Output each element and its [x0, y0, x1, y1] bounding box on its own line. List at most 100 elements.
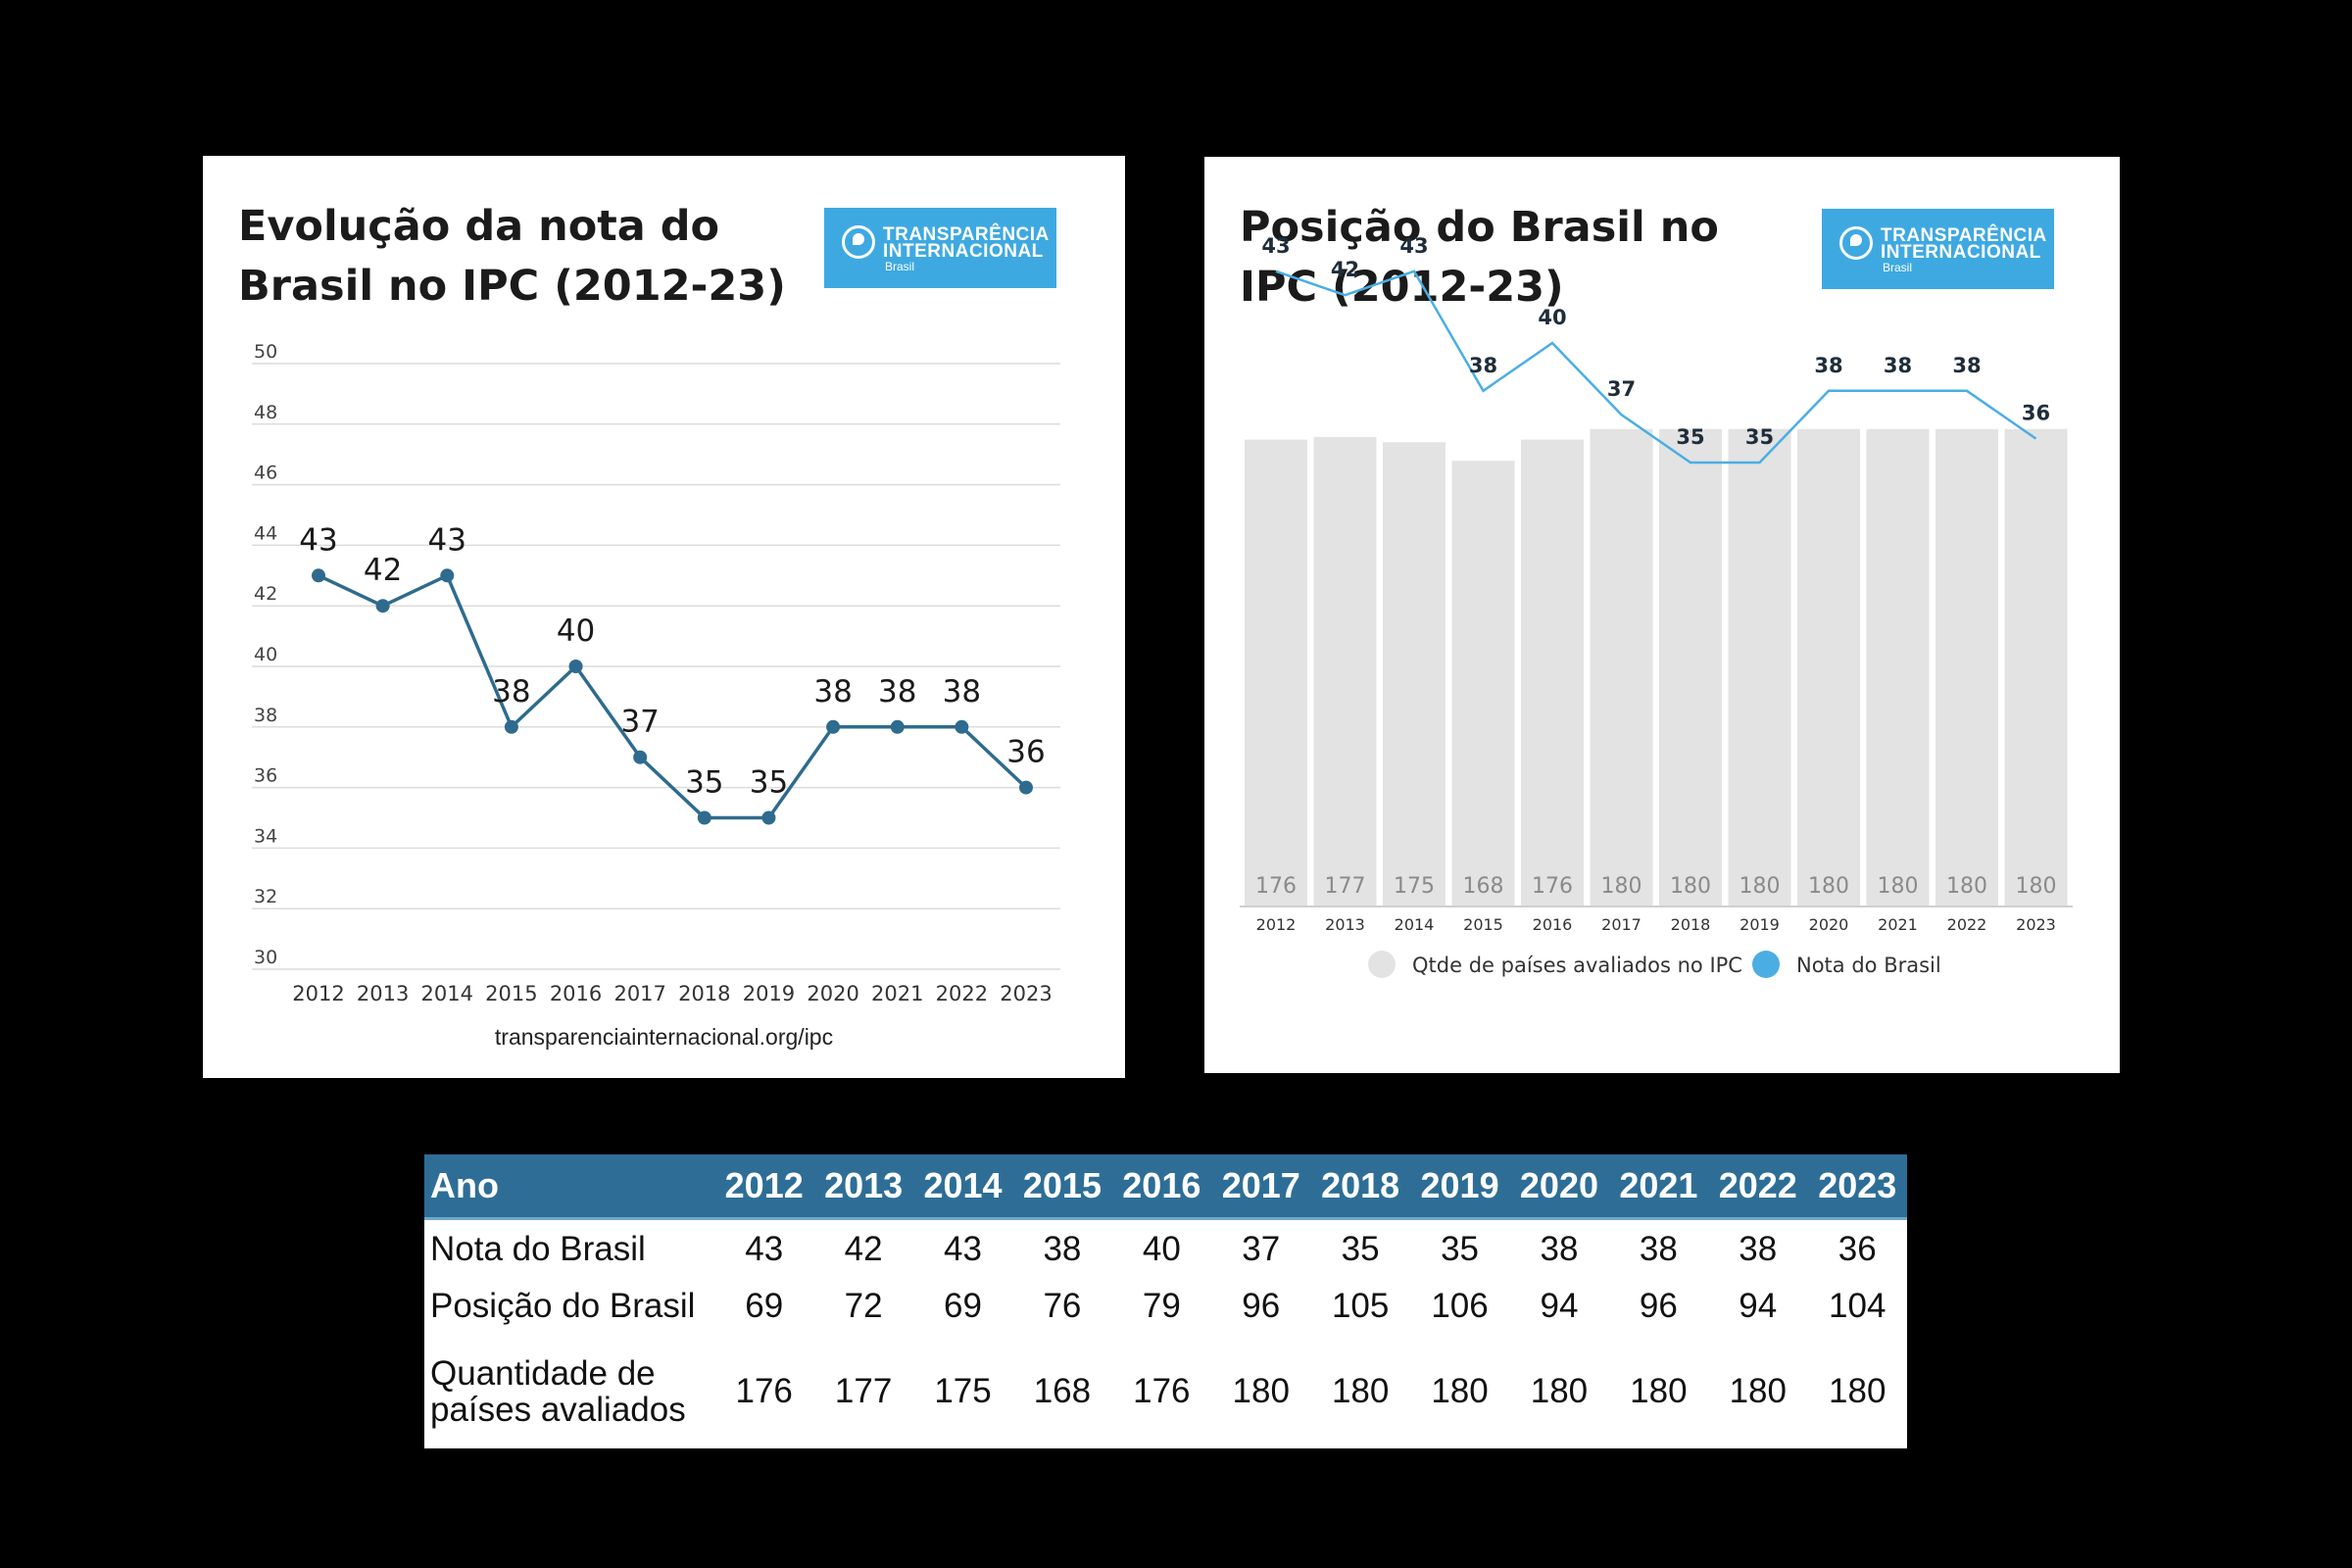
bar-value-label: 180 — [1670, 874, 1711, 899]
line-value-label: 38 — [1469, 354, 1497, 377]
x-tick-label: 2017 — [1601, 915, 1642, 934]
table-cell: 96 — [1242, 1287, 1281, 1326]
x-tick-label: 2020 — [1809, 915, 1849, 934]
globe-icon — [1839, 226, 1873, 260]
source-url[interactable]: transparenciainternacional.org/ipc — [494, 1024, 834, 1050]
table-cell: 38 — [1739, 1229, 1778, 1268]
x-tick-label: 2021 — [871, 982, 923, 1005]
row-label: Nota do Brasil — [430, 1229, 646, 1268]
data-label: 35 — [750, 765, 788, 801]
bar-value-label: 180 — [2016, 874, 2057, 899]
table-cell: 180 — [1530, 1372, 1589, 1411]
y-tick-label: 42 — [254, 583, 277, 605]
bar-value-label: 176 — [1532, 874, 1573, 899]
bar — [1797, 428, 1860, 906]
line-value-label: 38 — [1814, 354, 1842, 377]
table-cell: 69 — [944, 1287, 982, 1326]
header-cell-year: 2021 — [1608, 1154, 1709, 1220]
line-chart-title: Evolução da nota do Brasil no IPC (2012-… — [238, 202, 786, 311]
x-tick-label: 2014 — [421, 982, 473, 1005]
header-cell-year: 2018 — [1310, 1154, 1410, 1220]
header-cell-year: 2012 — [714, 1154, 814, 1220]
bar-chart-panel: Posição do Brasil no IPC (2012-23) TRANS… — [1204, 157, 2120, 1073]
data-label: 38 — [492, 674, 530, 710]
header-cell-year: 2022 — [1708, 1154, 1808, 1220]
line-value-label: 35 — [1676, 425, 1704, 449]
x-tick-label: 2015 — [485, 982, 537, 1005]
logo-line2: INTERNACIONAL — [883, 241, 1044, 262]
table-cell: 176 — [735, 1372, 793, 1411]
x-tick-label: 2014 — [1395, 915, 1435, 934]
line-value-label: 43 — [1261, 234, 1290, 258]
legend-label: Qtde de países avaliados no IPC — [1412, 954, 1742, 977]
x-tick-label: 2019 — [1740, 915, 1780, 934]
x-tick-label: 2019 — [743, 982, 795, 1005]
bar-value-label: 180 — [1878, 874, 1919, 899]
table-cell: 38 — [1540, 1229, 1579, 1268]
bar — [1313, 436, 1377, 906]
bar-value-label: 180 — [1946, 874, 1987, 899]
row-label: Posição do Brasil — [430, 1287, 696, 1326]
data-label: 37 — [620, 705, 659, 740]
table-cell: 76 — [1043, 1287, 1082, 1326]
line-value-label: 36 — [2022, 402, 2050, 425]
y-tick-label: 34 — [254, 825, 277, 847]
data-point — [312, 568, 325, 583]
bar — [2004, 428, 2068, 906]
line-value-label: 38 — [1884, 354, 1912, 377]
table-body: Nota do Brasil 43 42 43 38 40 37 35 35 38 38 38 36 Po… — [424, 1219, 1907, 1449]
bar-value-label: 176 — [1255, 874, 1297, 899]
table-header-row: Ano 2012 2013 2014 2015 2016 2017 2018 2019 2020 2… — [424, 1154, 1907, 1220]
table-row: Nota do Brasil 43 42 43 38 40 37 35 35 38 38 38 36 — [424, 1219, 1907, 1278]
data-point — [761, 810, 776, 825]
x-tick-label: 2018 — [1671, 915, 1711, 934]
x-tick-label: 2012 — [1256, 915, 1297, 934]
header-cell-year: 2016 — [1111, 1154, 1212, 1220]
data-point — [890, 719, 905, 734]
x-tick-label: 2013 — [357, 982, 409, 1005]
y-tick-label: 30 — [254, 947, 277, 968]
table-cell: 180 — [1431, 1372, 1489, 1411]
series-line — [318, 572, 1028, 820]
data-label: 35 — [685, 765, 723, 801]
table-cell: 38 — [1043, 1229, 1082, 1268]
table-cell: 35 — [1441, 1229, 1480, 1268]
table-cell: 175 — [934, 1372, 992, 1411]
x-tick-label: 2015 — [1463, 915, 1503, 934]
legend-label: Nota do Brasil — [1796, 954, 1941, 977]
nota-line — [1275, 270, 2037, 465]
ipc-table: Ano 2012 2013 2014 2015 2016 2017 2018 2019 2020 2… — [424, 1154, 1907, 1448]
y-tick-label: 38 — [254, 705, 277, 726]
bar-value-label: 168 — [1463, 874, 1504, 899]
data-label: 38 — [878, 674, 916, 710]
bar — [1866, 428, 1930, 906]
data-point — [1019, 780, 1033, 795]
x-tick-label: 2018 — [678, 982, 730, 1005]
table-cell: 180 — [1829, 1372, 1886, 1411]
header-cell-year: 2017 — [1211, 1154, 1311, 1220]
logo-line2: INTERNACIONAL — [1881, 242, 2041, 263]
table-cell: 43 — [944, 1229, 982, 1268]
header-cell-year: 2019 — [1409, 1154, 1510, 1220]
table-cell: 168 — [1033, 1372, 1092, 1411]
header-cell-label: Ano — [424, 1154, 714, 1220]
bar — [1728, 428, 1791, 906]
data-point — [697, 810, 711, 825]
table-cell: 40 — [1142, 1229, 1181, 1268]
transparencia-logo-2: TRANSPARÊNCIA INTERNACIONAL Brasil — [1822, 209, 2054, 289]
table-cell: 37 — [1242, 1229, 1281, 1268]
bar — [1451, 461, 1515, 906]
header-cell-year: 2015 — [1012, 1154, 1112, 1220]
y-tick-label: 50 — [254, 341, 277, 363]
x-tick-label: 2022 — [1947, 915, 1987, 934]
table-cell: 180 — [1630, 1372, 1688, 1411]
data-label: 36 — [1006, 735, 1045, 770]
table-cell: 96 — [1639, 1287, 1678, 1326]
table-cell: 180 — [1729, 1372, 1787, 1411]
header-cell-year: 2013 — [813, 1154, 913, 1220]
table-cell: 105 — [1331, 1287, 1390, 1326]
logo-line1: TRANSPARÊNCIA — [1881, 225, 2047, 246]
legend-marker — [1368, 951, 1396, 978]
line-value-label: 42 — [1331, 258, 1359, 281]
data-label: 42 — [364, 553, 402, 588]
